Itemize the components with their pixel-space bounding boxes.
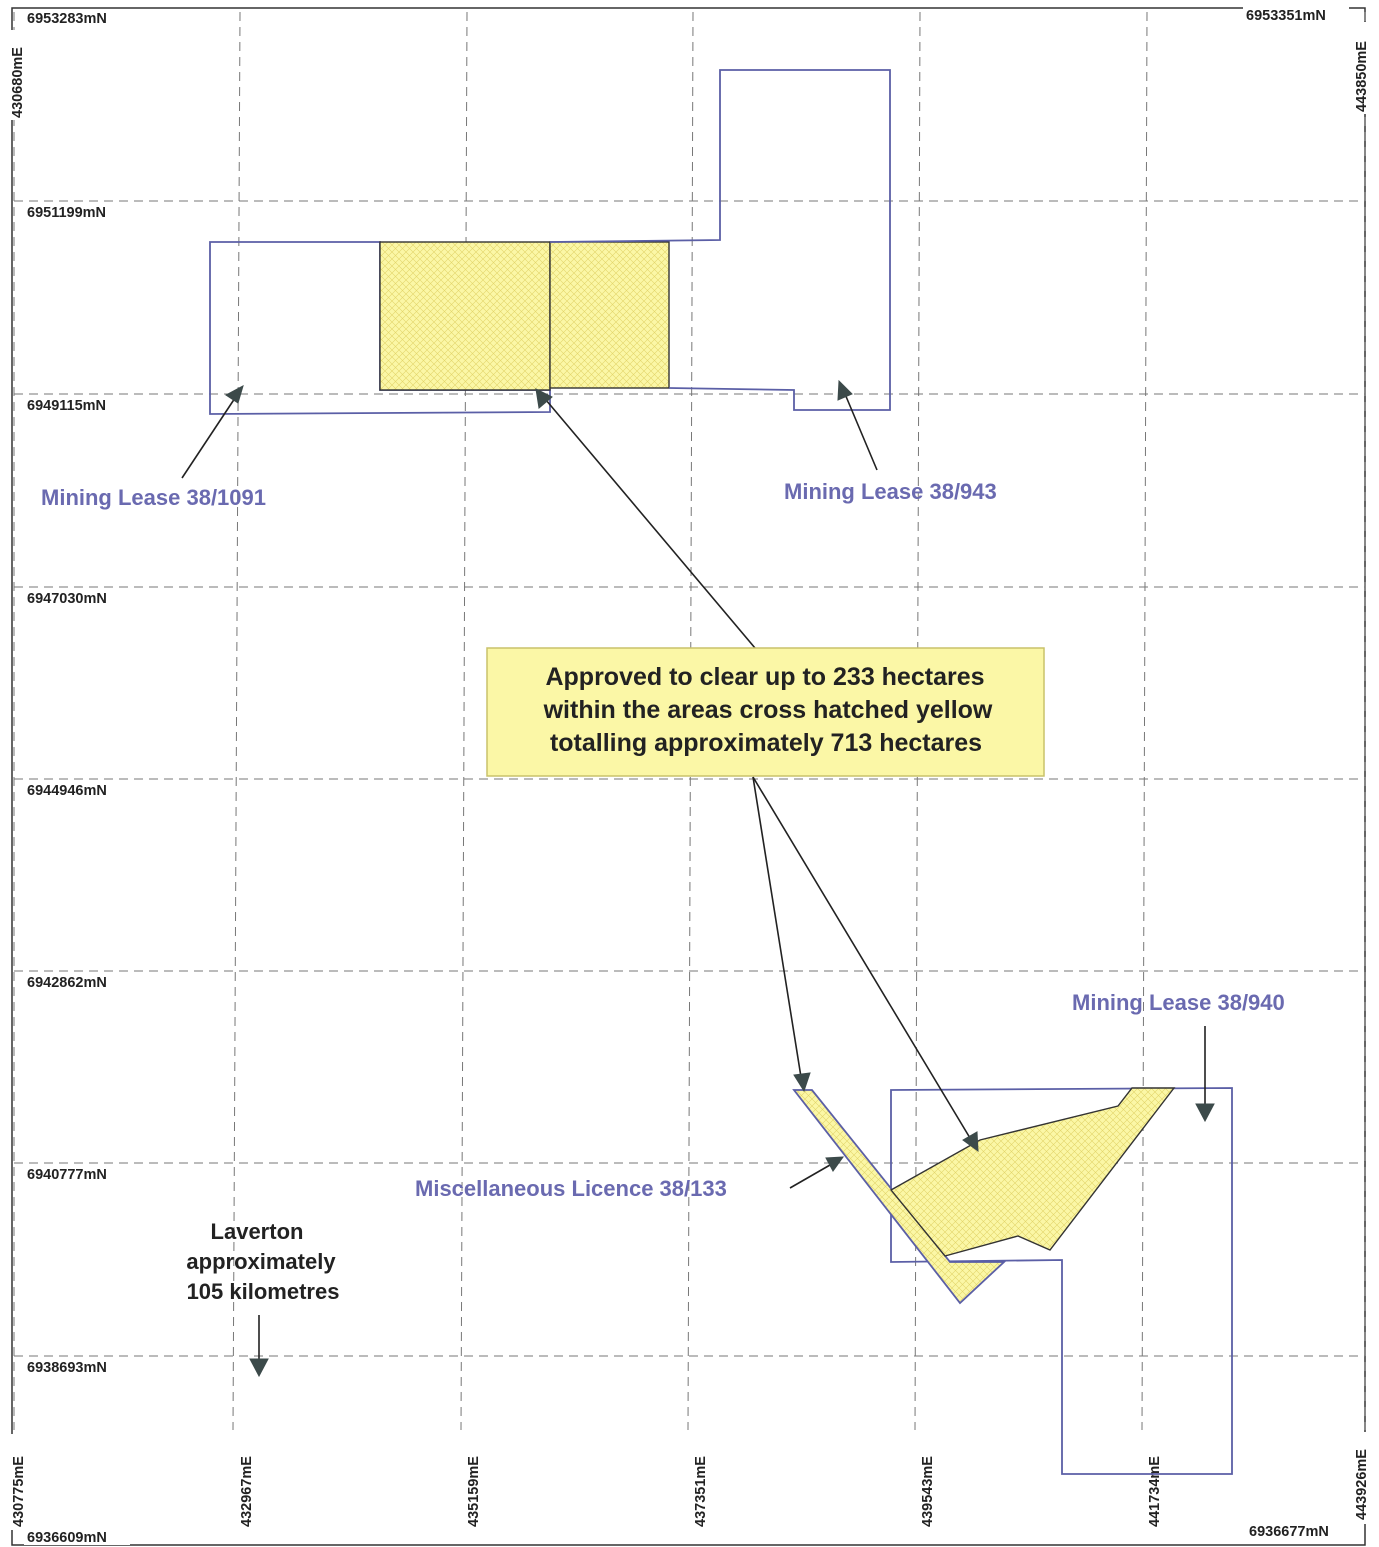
clearing-area-hatched bbox=[379, 241, 551, 391]
northing-label-top-right: 6953351mN bbox=[1246, 8, 1326, 24]
arrowhead bbox=[1195, 1103, 1215, 1123]
laverton-line: 105 kilometres bbox=[187, 1279, 340, 1304]
leader-line bbox=[181, 397, 236, 479]
northing-label: 6953283mN bbox=[27, 11, 107, 27]
mining-lease-943-label: Mining Lease 38/943 bbox=[784, 479, 997, 504]
northing-label: 6947030mN bbox=[27, 591, 107, 607]
mining-lease-940-label: Mining Lease 38/940 bbox=[1072, 990, 1285, 1015]
easting-label: 441734mE bbox=[1147, 1456, 1163, 1527]
northing-label: 6936609mN bbox=[27, 1530, 107, 1546]
northing-label-bottom-right: 6936677mN bbox=[1249, 1524, 1329, 1540]
northing-label: 6940777mN bbox=[27, 1167, 107, 1183]
callout-line: Approved to clear up to 233 hectares bbox=[545, 663, 984, 691]
leader-line bbox=[789, 1164, 831, 1189]
easting-label: 435159mE bbox=[466, 1456, 482, 1527]
callout-line: within the areas cross hatched yellow bbox=[543, 696, 993, 724]
leader-line bbox=[752, 776, 802, 1078]
arrowhead bbox=[225, 385, 244, 404]
leader-arrows bbox=[181, 379, 1215, 1378]
easting-label-top-right: 443850mE bbox=[1354, 41, 1370, 112]
laverton-direction-label: Laverton approximately 105 kilometres bbox=[186, 1219, 339, 1304]
grid-line-easting bbox=[460, 11, 468, 1431]
miscellaneous-licence-133-label: Miscellaneous Licence 38/133 bbox=[415, 1176, 727, 1201]
arrowhead bbox=[535, 388, 553, 409]
miscellaneous-licence-133-corridor bbox=[792, 1089, 1007, 1305]
clearing-approval-callout: Approved to clear up to 233 hectares wit… bbox=[486, 647, 1045, 777]
northing-label: 6949115mN bbox=[27, 398, 106, 414]
laverton-line: approximately bbox=[186, 1249, 336, 1274]
map-frame bbox=[11, 7, 1366, 1546]
arrowhead bbox=[837, 379, 853, 401]
callout-line: totalling approximately 713 hectares bbox=[550, 729, 982, 757]
northing-label: 6951199mN bbox=[27, 205, 106, 221]
northing-label: 6942862mN bbox=[27, 975, 107, 991]
grid-line-easting bbox=[232, 11, 241, 1431]
easting-label: 439543mE bbox=[920, 1456, 936, 1527]
northing-label: 6938693mN bbox=[27, 1360, 107, 1376]
grid-line-easting bbox=[1141, 11, 1148, 1431]
arrowhead bbox=[249, 1358, 269, 1378]
arrowhead bbox=[793, 1072, 811, 1093]
easting-label: 430775mE bbox=[11, 1456, 27, 1527]
clearing-area-hatched bbox=[549, 241, 670, 389]
arrowhead bbox=[962, 1131, 979, 1153]
easting-label-top-left: 430680mE bbox=[10, 47, 26, 118]
northing-label: 6944946mN bbox=[27, 783, 107, 799]
leader-line bbox=[545, 399, 756, 649]
easting-labels-top: 430680mE 443850mE bbox=[7, 22, 1370, 120]
easting-label: 443926mE bbox=[1354, 1449, 1370, 1520]
clearing-area-hatched-south bbox=[889, 1087, 1176, 1257]
northing-labels: 6953283mN 6951199mN 6949115mN 6947030mN … bbox=[24, 9, 130, 1546]
leader-line bbox=[752, 776, 971, 1139]
callout-box bbox=[486, 647, 1045, 777]
easting-label: 432967mE bbox=[239, 1456, 255, 1527]
mining-lease-940-boundary bbox=[890, 1087, 1233, 1475]
leader-line bbox=[844, 393, 878, 471]
mining-lease-943-boundary bbox=[549, 69, 891, 411]
laverton-line: Laverton bbox=[211, 1219, 304, 1244]
arrowhead bbox=[825, 1156, 845, 1172]
easting-label: 437351mE bbox=[693, 1456, 709, 1527]
mining-lease-1091-label: Mining Lease 38/1091 bbox=[41, 485, 266, 510]
easting-labels-bottom: 430775mE 432967mE 435159mE 437351mE 4395… bbox=[7, 1432, 1370, 1530]
